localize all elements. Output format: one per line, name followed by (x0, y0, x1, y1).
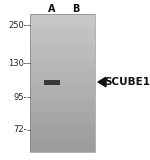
Bar (30, 117, 95, 119)
Bar (30, 31, 95, 33)
Bar (30, 48, 95, 50)
Bar (30, 150, 95, 152)
Bar (30, 93, 95, 95)
Bar (30, 74, 95, 76)
Bar (30, 57, 95, 59)
Bar (30, 17, 95, 19)
Bar (30, 71, 95, 73)
Bar (30, 47, 95, 48)
Bar (30, 100, 95, 102)
Bar (30, 90, 95, 92)
Bar (30, 148, 95, 150)
Polygon shape (98, 77, 106, 87)
Bar (30, 43, 95, 45)
Bar (30, 85, 95, 86)
Bar (30, 36, 95, 38)
Bar (30, 69, 95, 71)
Bar (30, 42, 95, 43)
Bar (30, 78, 95, 80)
Bar (30, 119, 95, 121)
Text: B: B (72, 4, 80, 14)
Bar (30, 135, 95, 136)
Bar (30, 136, 95, 138)
Bar (30, 14, 95, 16)
Bar (30, 30, 95, 31)
Bar (30, 76, 95, 78)
Bar (30, 83, 95, 85)
Bar (30, 28, 95, 30)
Text: 95-: 95- (14, 92, 27, 101)
Bar (30, 107, 95, 109)
Bar (30, 112, 95, 114)
Bar (30, 128, 95, 130)
Bar (30, 130, 95, 131)
Bar (30, 143, 95, 145)
Bar (30, 133, 95, 135)
Text: SCUBE1: SCUBE1 (104, 77, 150, 87)
Bar (30, 99, 95, 100)
Bar (30, 62, 95, 64)
Bar (30, 97, 95, 99)
Bar (30, 19, 95, 21)
Text: 130-: 130- (8, 59, 27, 68)
Bar (30, 116, 95, 117)
Bar (30, 64, 95, 66)
Bar (30, 102, 95, 104)
Text: A: A (48, 4, 56, 14)
Bar (30, 59, 95, 61)
Bar (30, 147, 95, 148)
Bar (44, 80, 60, 84)
Bar (30, 14, 95, 152)
Bar (30, 50, 95, 52)
Bar (30, 124, 95, 126)
Bar (30, 52, 95, 54)
Bar (30, 35, 95, 36)
Bar (30, 24, 95, 26)
Bar (30, 145, 95, 147)
Bar (30, 86, 95, 88)
Bar (30, 73, 95, 74)
Bar (45, 124, 59, 128)
Bar (30, 26, 95, 28)
Bar (30, 16, 95, 17)
Bar (30, 140, 95, 142)
Bar (30, 33, 95, 35)
Bar (30, 40, 95, 42)
Bar (30, 114, 95, 116)
Bar (30, 131, 95, 133)
Bar (30, 105, 95, 107)
Bar (30, 109, 95, 111)
Bar (30, 55, 95, 57)
Bar (30, 95, 95, 97)
Bar (30, 23, 95, 24)
Bar (30, 104, 95, 105)
Text: 72-: 72- (13, 125, 27, 135)
Bar (30, 54, 95, 55)
Bar (30, 121, 95, 123)
Bar (30, 88, 95, 90)
Bar (30, 92, 95, 93)
Bar (30, 126, 95, 128)
Bar (30, 142, 95, 143)
Bar (30, 68, 95, 69)
Bar (30, 80, 95, 81)
Bar (30, 21, 95, 23)
Bar (30, 61, 95, 62)
Bar (30, 111, 95, 112)
Text: 250-: 250- (8, 20, 27, 29)
Bar (30, 138, 95, 140)
Bar (30, 123, 95, 124)
Bar (30, 38, 95, 40)
Bar (30, 66, 95, 68)
Bar (30, 81, 95, 83)
Bar (30, 45, 95, 47)
